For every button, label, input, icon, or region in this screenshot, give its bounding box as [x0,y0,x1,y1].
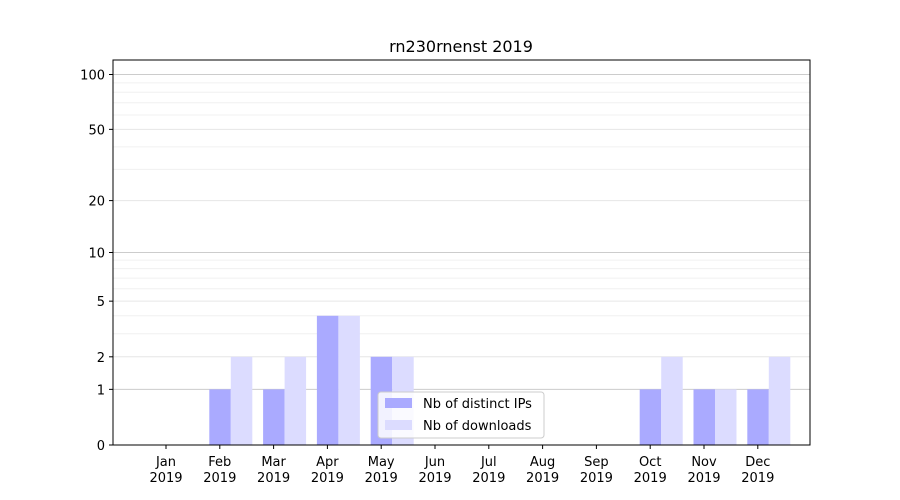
x-tick-month: Aug [530,455,555,470]
y-tick-label: 5 [97,295,105,310]
x-tick-year: 2019 [580,471,613,486]
legend-label-distinct-ips: Nb of distinct IPs [423,397,532,412]
x-tick-year: 2019 [311,471,344,486]
x-tick-year: 2019 [257,471,290,486]
x-tick-month: Jul [480,455,497,470]
x-tick-month: Jan [155,455,176,470]
bar-distinct-ips [639,389,662,445]
x-tick-month: Nov [691,455,717,470]
grid-lines [113,74,810,390]
x-axis: Jan2019Feb2019Mar2019Apr2019May2019Jun20… [149,445,774,486]
legend-swatch-downloads [385,420,412,430]
y-tick-label: 50 [88,123,105,138]
bar-downloads [768,356,791,445]
bar-distinct-ips [209,389,231,445]
x-tick-month: Sep [584,455,609,470]
bar-distinct-ips [316,315,339,445]
legend-box [377,391,545,439]
x-tick-year: 2019 [418,471,451,486]
x-tick-year: 2019 [472,471,505,486]
y-axis: 0 1 2 5 10 20 50 100 [80,69,113,454]
y-tick-label: 0 [97,439,105,454]
x-tick-month: Feb [208,455,231,470]
bar-downloads [230,356,253,445]
x-tick-year: 2019 [203,471,236,486]
x-tick-year: 2019 [687,471,720,486]
legend: Nb of distinct IPs Nb of downloads [377,391,545,439]
bar-downloads [661,356,683,445]
y-tick-label: 10 [88,247,105,262]
bar-distinct-ips [747,389,769,445]
bar-downloads [284,356,307,445]
x-tick-month: Mar [261,455,286,470]
x-tick-month: Apr [316,455,339,470]
legend-label-downloads: Nb of downloads [423,419,532,434]
y-tick-label: 100 [80,69,105,84]
x-tick-year: 2019 [634,471,667,486]
x-tick-year: 2019 [149,471,182,486]
x-tick-year: 2019 [741,471,774,486]
y-tick-label: 1 [97,383,105,398]
x-tick-month: May [368,455,395,470]
bar-distinct-ips [263,389,285,445]
x-tick-year: 2019 [365,471,398,486]
y-tick-label: 2 [97,351,105,366]
x-tick-month: Dec [745,455,770,470]
x-tick-year: 2019 [526,471,559,486]
bar-downloads [338,315,360,445]
bar-downloads [715,389,737,445]
x-tick-month: Oct [639,455,661,470]
chart-title: rn230rnenst 2019 [389,37,533,56]
x-tick-month: Jun [424,455,445,470]
legend-swatch-distinct-ips [385,398,412,408]
y-tick-label: 20 [88,195,105,210]
bar-distinct-ips [693,389,715,445]
